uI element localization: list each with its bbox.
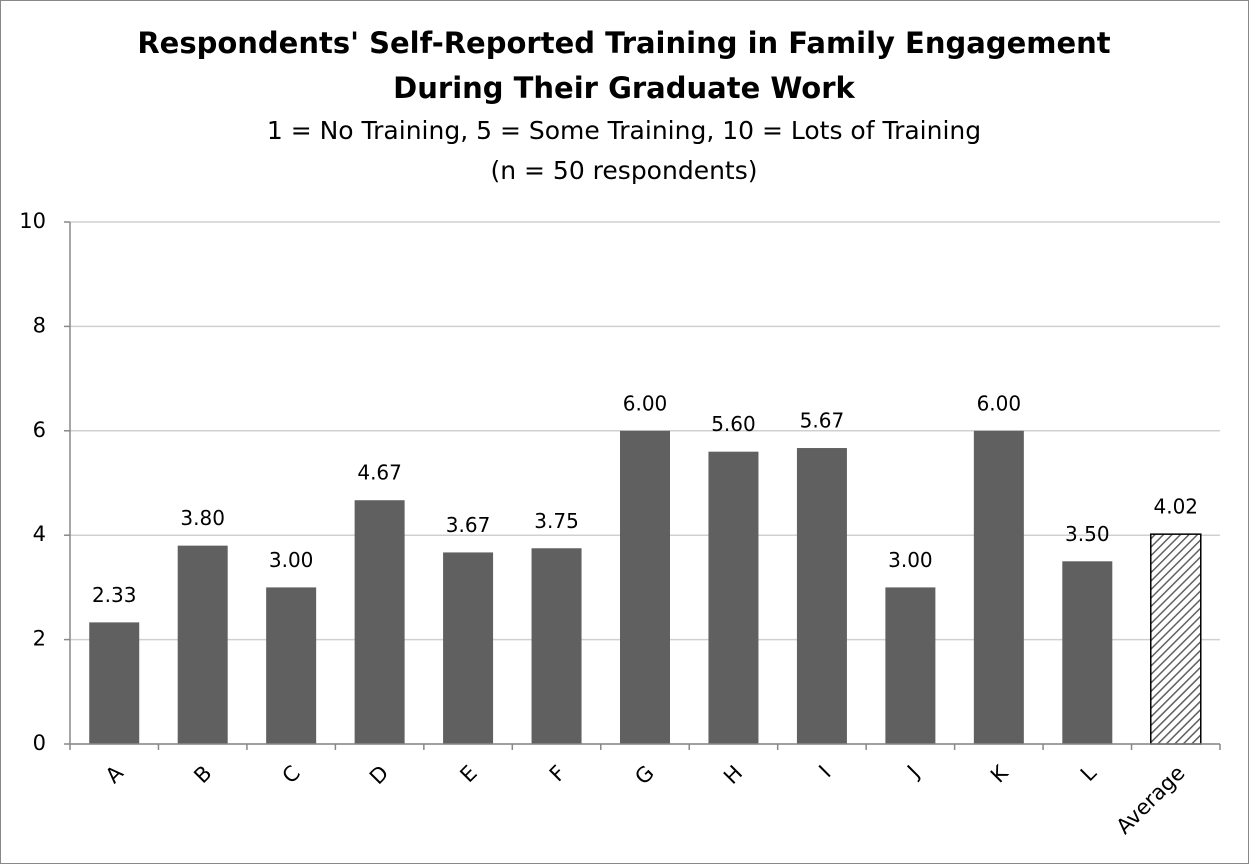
bar (443, 552, 494, 744)
bar (266, 587, 317, 744)
chart-title: Respondents' Self-Reported Training in F… (137, 26, 1110, 60)
value-label: 3.67 (446, 513, 491, 537)
value-label: 4.67 (357, 461, 402, 485)
value-label: 3.75 (534, 509, 579, 533)
bar (1062, 561, 1113, 744)
bar (620, 430, 670, 744)
bar (1150, 533, 1202, 745)
y-tick-label: 2 (33, 627, 46, 651)
y-tick-label: 6 (33, 418, 46, 442)
bar (177, 545, 228, 744)
value-label: 3.00 (888, 548, 933, 572)
bar (796, 448, 847, 744)
bar (531, 548, 582, 744)
bar (885, 587, 936, 744)
bar (89, 622, 140, 744)
chart-title: During Their Graduate Work (393, 71, 855, 105)
value-label: 5.60 (711, 412, 756, 436)
y-tick-label: 0 (33, 731, 46, 755)
value-label: 4.02 (1154, 495, 1199, 519)
value-label: 6.00 (977, 391, 1022, 415)
value-label: 3.50 (1065, 522, 1110, 546)
y-tick-label: 8 (33, 313, 46, 337)
value-label: 5.67 (800, 409, 845, 433)
value-label: 3.00 (269, 548, 314, 572)
y-tick-label: 4 (33, 522, 46, 546)
value-label: 6.00 (623, 391, 668, 415)
value-label: 3.80 (180, 506, 225, 530)
chart-subtitle: 1 = No Training, 5 = Some Training, 10 =… (267, 116, 981, 145)
bar (708, 451, 759, 744)
chart-subtitle: (n = 50 respondents) (490, 156, 757, 185)
y-tick-label: 10 (19, 209, 46, 233)
bar (973, 430, 1024, 744)
value-label: 2.33 (92, 583, 137, 607)
bar (354, 500, 405, 744)
